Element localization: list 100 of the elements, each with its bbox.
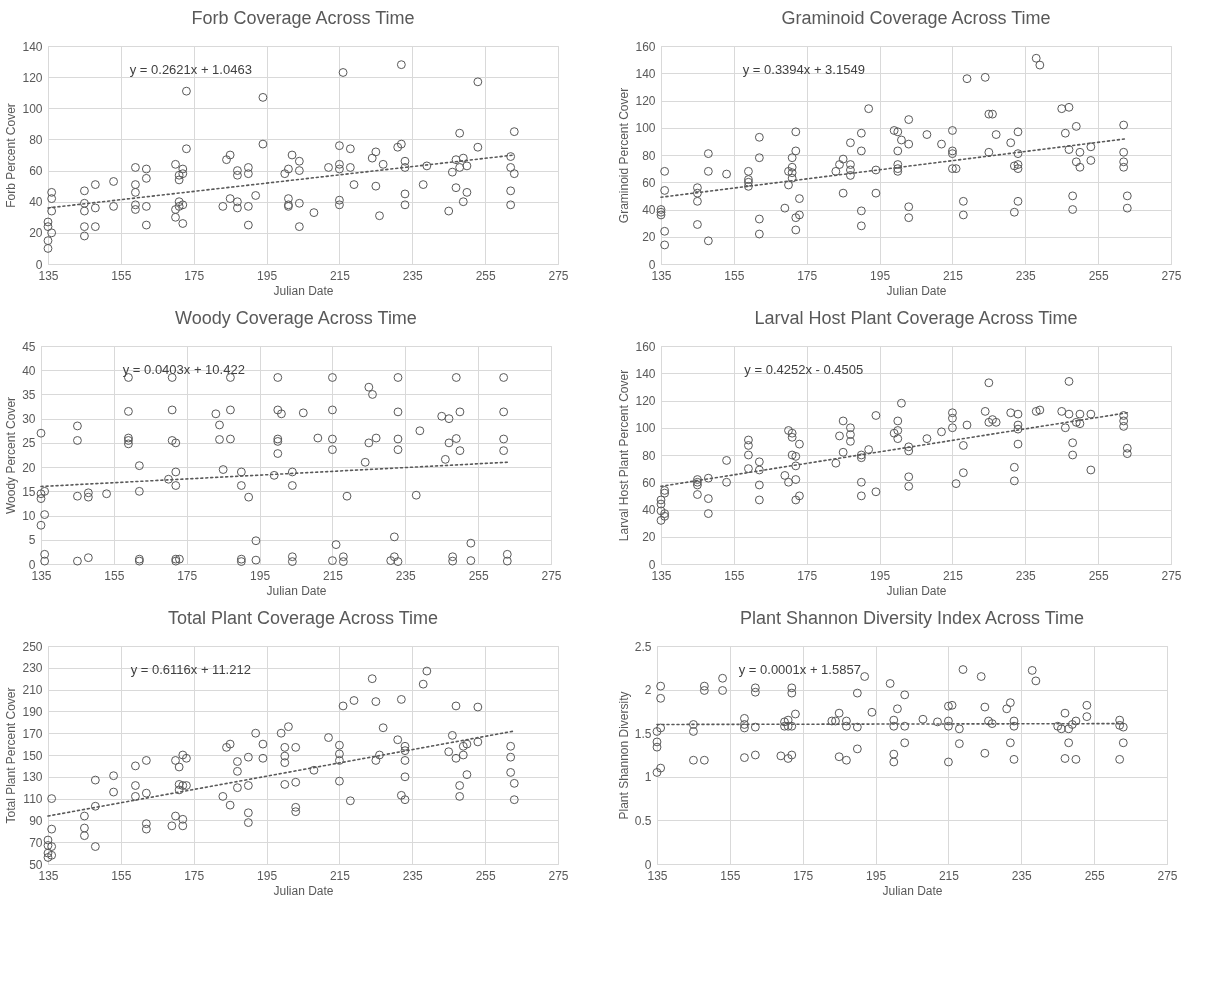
x-tick-label: 275 [1161,568,1182,583]
y-tick-label: 30 [22,412,36,427]
y-tick-label: 80 [642,448,656,463]
x-tick-label: 255 [1088,568,1109,583]
chart-title: Forb Coverage Across Time [191,8,415,28]
x-tick-label: 195 [866,868,887,883]
chart-title: Larval Host Plant Coverage Across Time [754,308,1078,328]
x-tick-label: 235 [402,268,424,283]
y-tick-label: 60 [29,164,43,179]
y-tick-label: 130 [22,770,43,785]
y-tick-label: 2 [644,683,652,698]
y-tick-label: 2.5 [634,639,652,654]
y-axis-title: Graminoid Percent Cover [617,87,632,224]
y-tick-label: 40 [29,195,43,210]
y-tick-label: 140 [22,39,43,54]
y-tick-label: 1 [644,770,652,785]
x-tick-label: 215 [329,868,351,883]
y-tick-label: 120 [635,394,656,408]
annotation: y = 0.6116x + 11.212 [130,662,251,677]
x-tick-label: 215 [942,268,964,283]
x-tick-label: 235 [1015,268,1037,283]
y-tick-label: 15 [22,484,36,499]
x-tick-label: 235 [1015,568,1037,583]
x-tick-label: 235 [402,868,424,883]
y-tick-label: 140 [635,66,656,81]
x-axis-title: Julian Date [886,583,947,598]
x-tick-label: 255 [475,868,496,883]
x-tick-label: 155 [111,868,132,883]
y-tick-label: 110 [23,792,43,807]
chart-title: Graminoid Coverage Across Time [781,8,1051,28]
y-tick-label: 100 [22,101,43,116]
y-tick-label: 0.5 [634,813,652,828]
x-tick-label: 255 [468,568,489,583]
y-tick-label: 230 [22,661,43,676]
x-tick-label: 195 [870,568,891,583]
x-tick-label: 195 [250,568,271,583]
annotation: y = 0.2621x + 1.0463 [129,62,252,77]
y-tick-label: 35 [22,387,36,402]
y-tick-label: 140 [635,366,656,381]
x-tick-label: 175 [797,268,818,283]
y-axis-title: Larval Host Plant Percent Cover [617,369,632,542]
y-tick-label: 20 [22,460,36,475]
y-tick-label: 100 [635,421,656,436]
y-tick-label: 100 [635,121,656,136]
x-tick-label: 235 [395,568,417,583]
y-tick-label: 120 [635,94,656,108]
y-tick-label: 250 [22,639,43,654]
x-tick-label: 155 [724,568,745,583]
x-tick-label: 155 [104,568,125,583]
y-tick-label: 150 [22,748,43,763]
x-tick-label: 215 [322,568,344,583]
x-tick-label: 235 [1011,868,1033,883]
y-axis-title: Woody Percent Cover [4,396,19,515]
x-axis-title: Julian Date [266,583,327,598]
y-axis-title: Forb Percent Cover [4,103,19,208]
x-axis-title: Julian Date [273,883,334,898]
y-tick-label: 40 [642,503,656,517]
y-tick-label: 90 [29,813,43,828]
x-tick-label: 195 [870,268,891,283]
x-tick-label: 255 [475,268,496,283]
x-tick-label: 195 [257,268,278,283]
x-tick-label: 275 [1161,268,1182,283]
x-tick-label: 255 [1088,268,1109,283]
y-axis-title: Total Plant Percent Cover [4,687,19,824]
y-tick-label: 10 [22,509,36,524]
y-tick-label: 45 [22,339,36,354]
x-tick-label: 175 [184,268,205,283]
x-axis-title: Julian Date [882,883,943,898]
x-tick-label: 275 [548,268,569,283]
y-tick-label: 170 [22,726,43,741]
x-tick-label: 215 [942,568,964,583]
y-tick-label: 80 [29,132,43,147]
x-tick-label: 275 [541,568,562,583]
annotation: y = 0.0001x + 1.5857 [738,662,861,677]
y-tick-label: 20 [29,226,43,241]
x-tick-label: 155 [720,868,741,883]
y-tick-label: 1.5 [634,726,652,741]
y-tick-label: 40 [642,203,656,217]
y-tick-label: 80 [642,148,656,163]
x-tick-label: 155 [724,268,745,283]
x-axis-title: Julian Date [886,283,947,298]
y-axis-title: Plant Shannon Diversity [616,691,631,820]
y-tick-label: 60 [642,175,656,190]
y-tick-label: 210 [22,683,43,698]
x-tick-label: 275 [548,868,569,883]
x-tick-label: 175 [177,568,198,583]
y-tick-label: 25 [22,436,36,451]
x-axis-title: Julian Date [273,283,334,298]
x-tick-label: 215 [938,868,960,883]
y-tick-label: 160 [635,39,656,54]
y-tick-label: 20 [642,230,656,245]
x-tick-label: 215 [329,268,351,283]
y-tick-label: 120 [22,70,43,85]
y-tick-label: 20 [642,530,656,545]
x-tick-label: 175 [793,868,814,883]
annotation: y = 0.4252x - 0.4505 [744,362,864,377]
y-tick-label: 70 [29,835,43,850]
x-tick-label: 275 [1157,868,1178,883]
x-tick-label: 175 [184,868,205,883]
chart-title: Woody Coverage Across Time [175,308,417,328]
